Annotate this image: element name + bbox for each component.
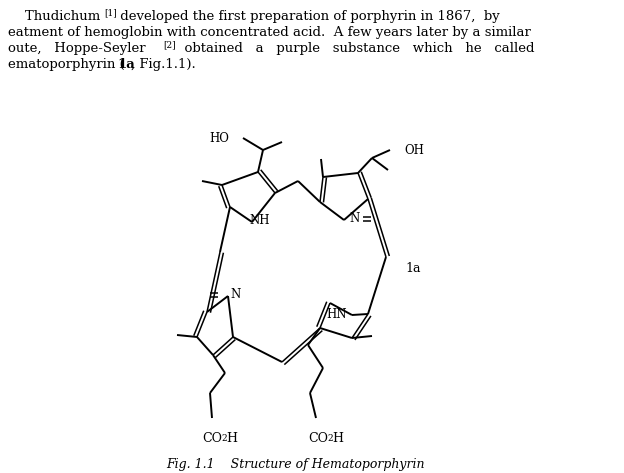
- Text: [2]: [2]: [163, 40, 175, 49]
- Text: 1a: 1a: [117, 58, 135, 71]
- Text: Fig. 1.1    Structure of Hematoporphyrin: Fig. 1.1 Structure of Hematoporphyrin: [166, 458, 424, 471]
- Text: developed the first preparation of porphyrin in 1867,  by: developed the first preparation of porph…: [116, 10, 500, 23]
- Text: ematoporphyrin (: ematoporphyrin (: [8, 58, 125, 71]
- Text: NH: NH: [250, 214, 270, 228]
- Text: N: N: [230, 289, 240, 301]
- Text: Thudichum: Thudichum: [8, 10, 100, 23]
- Text: obtained   a   purple   substance   which   he   called: obtained a purple substance which he cal…: [176, 42, 535, 55]
- Text: [1]: [1]: [104, 8, 117, 17]
- Text: HN: HN: [326, 307, 347, 321]
- Text: HO: HO: [209, 132, 229, 146]
- Text: OH: OH: [404, 144, 424, 158]
- Text: 1a: 1a: [405, 262, 421, 274]
- Text: CO: CO: [202, 432, 222, 445]
- Text: CO: CO: [308, 432, 328, 445]
- Text: oute,   Hoppe-Seyler: oute, Hoppe-Seyler: [8, 42, 145, 55]
- Text: eatment of hemoglobin with concentrated acid.  A few years later by a similar: eatment of hemoglobin with concentrated …: [8, 26, 531, 39]
- Text: N: N: [349, 212, 359, 226]
- Text: , Fig.1.1).: , Fig.1.1).: [131, 58, 196, 71]
- Text: H: H: [226, 432, 237, 445]
- Text: 2: 2: [221, 434, 227, 443]
- Text: H: H: [332, 432, 343, 445]
- Text: 2: 2: [327, 434, 333, 443]
